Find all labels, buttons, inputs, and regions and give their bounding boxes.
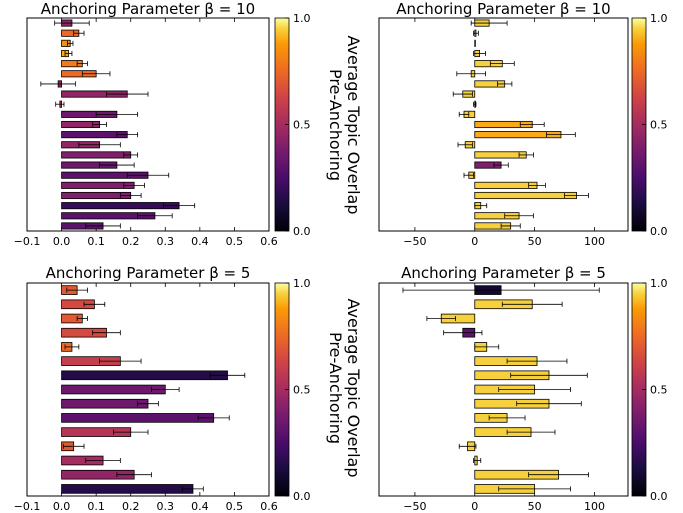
colorbar-tick-label: 0.0 (650, 490, 668, 503)
colorbar-tick-label: 1.0 (293, 12, 311, 25)
x-tick-label: 0.5 (226, 235, 244, 248)
x-tick-label: 0.6 (260, 500, 278, 513)
bar (61, 484, 194, 494)
colorbar-tick-label: 1.0 (293, 277, 311, 290)
bar (474, 151, 527, 159)
x-tick-label: 50 (528, 235, 542, 248)
x-tick-label: 0 (471, 500, 478, 513)
x-tick-label: 0.3 (157, 500, 175, 513)
x-tick-label: 0.4 (191, 235, 209, 248)
x-tick-label: 100 (584, 500, 605, 513)
x-tick-label: 0.6 (260, 235, 278, 248)
chart-panel-1: Anchoring Parameter β = 10 −0.1 0.0 0.1 0.2 0… (14, 0, 363, 248)
colorbar-label-line: Pre-Anchoring (326, 69, 345, 181)
bar (474, 191, 577, 200)
chart-title: Anchoring Parameter β = 5 (46, 264, 251, 282)
plot-frame (378, 17, 629, 232)
colorbar-tick-label: 0.5 (650, 384, 668, 397)
x-tick-label: 0.5 (226, 500, 244, 513)
x-tick-label: 0.2 (122, 500, 140, 513)
colorbar-label-line: Average Topic Overlap (344, 35, 363, 214)
bar (61, 384, 166, 395)
colorbar-tick-label: 0.0 (293, 490, 311, 503)
colorbar-tick-label: 0.5 (293, 384, 311, 397)
chart-panel-2: Anchoring Parameter β = 10 −50 0 50 100 0.0 0.… (378, 0, 668, 248)
x-tick-label: 0 (471, 235, 478, 248)
colorbar-tick-label: 0.5 (293, 119, 311, 132)
x-tick-label: −50 (403, 500, 426, 513)
x-tick-label: 0.0 (53, 500, 71, 513)
bar (61, 202, 180, 210)
bar (474, 39, 476, 47)
bar (61, 370, 228, 381)
colorbar-tick-label: 1.0 (650, 12, 668, 25)
x-tick-label: 0.1 (87, 500, 105, 513)
colorbar-tick-label: 0.0 (293, 225, 311, 238)
plot-frame (378, 282, 629, 497)
bar (61, 151, 132, 159)
bar (474, 181, 538, 189)
colorbar-label-line: Pre-Anchoring (326, 332, 345, 444)
x-tick-label: 0.0 (53, 235, 71, 248)
bar (61, 398, 149, 409)
colorbar-tick-label: 0.0 (650, 225, 668, 238)
chart-panel-3: Anchoring Parameter β = 5 −0.1 0.0 0.1 0.2 0.… (14, 264, 363, 513)
x-tick-label: 50 (528, 500, 542, 513)
colorbar-label-line: Average Topic Overlap (344, 298, 363, 477)
colorbar-tick-label: 1.0 (650, 277, 668, 290)
x-tick-label: −0.1 (14, 235, 41, 248)
x-tick-label: 0.2 (122, 235, 140, 248)
chart-title: Anchoring Parameter β = 5 (401, 264, 606, 282)
bar (61, 413, 215, 423)
bar (61, 181, 135, 189)
chart-title: Anchoring Parameter β = 10 (396, 0, 610, 18)
colorbar-tick-label: 0.5 (650, 119, 668, 132)
chart-title: Anchoring Parameter β = 10 (41, 0, 255, 18)
x-tick-label: 0.3 (157, 235, 175, 248)
plot-frame (26, 282, 270, 497)
x-tick-label: −50 (403, 235, 426, 248)
chart-panel-4: Anchoring Parameter β = 5 −50 0 50 100 0.0 0.5… (378, 264, 668, 513)
x-tick-label: 0.4 (191, 500, 209, 513)
x-tick-label: 0.1 (87, 235, 105, 248)
x-tick-label: 100 (584, 235, 605, 248)
x-tick-label: −0.1 (14, 500, 41, 513)
plot-frame (26, 17, 270, 232)
